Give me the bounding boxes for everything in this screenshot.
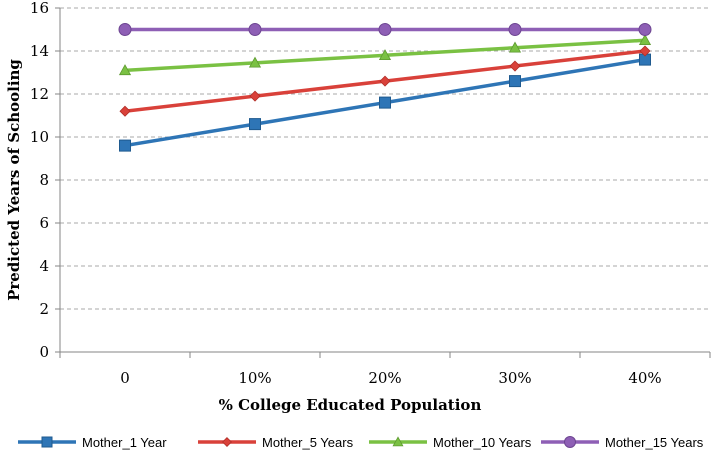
x-axis-title: % College Educated Population xyxy=(219,396,482,414)
data-point-3 xyxy=(378,49,392,61)
x-tick-label: 30% xyxy=(498,369,531,387)
data-point-2 xyxy=(509,60,521,72)
data-point-4 xyxy=(638,23,652,36)
x-tick-label: 10% xyxy=(238,369,271,387)
data-point-2 xyxy=(379,75,391,87)
legend-swatch-marker xyxy=(222,437,232,447)
legend-item-2: Mother_5 Years xyxy=(198,435,354,450)
legend-label: Mother_15 Years xyxy=(605,435,704,450)
x-tick-label: 0 xyxy=(120,369,130,387)
legend: Mother_1 Year Mother_5 Years Mother_10 Yea… xyxy=(18,435,704,450)
legend-swatch-marker xyxy=(41,436,53,448)
legend-label: Mother_10 Years xyxy=(433,435,532,450)
data-point-3 xyxy=(118,64,132,76)
data-point-3 xyxy=(638,34,652,45)
y-tick-label: 16 xyxy=(30,0,49,17)
data-point-1 xyxy=(379,96,391,109)
legend-item-1: Mother_1 Year xyxy=(18,435,167,450)
legend-swatch-marker xyxy=(564,436,576,448)
y-tick-label: 0 xyxy=(39,343,49,361)
data-point-3 xyxy=(508,41,522,53)
y-tick-labels: 0 2 4 6 8 10 12 14 16 xyxy=(30,0,49,361)
y-tick-label: 14 xyxy=(30,42,49,60)
legend-label: Mother_1 Year xyxy=(82,435,167,450)
legend-item-4: Mother_15 Years xyxy=(541,435,704,450)
series-lines xyxy=(124,27,646,148)
x-tick-labels: 0 10% 20% 30% 40% xyxy=(120,369,661,387)
legend-item-3: Mother_10 Years xyxy=(369,435,532,450)
y-tick-label: 8 xyxy=(39,171,49,189)
data-point-4 xyxy=(378,23,392,36)
data-point-1 xyxy=(509,75,521,88)
data-point-2 xyxy=(249,90,261,102)
data-point-4 xyxy=(248,23,262,36)
axes xyxy=(55,7,711,358)
y-tick-label: 6 xyxy=(39,214,49,232)
data-point-4 xyxy=(508,23,522,36)
y-axis-title: Predicted Years of Schooling xyxy=(5,59,23,301)
y-tick-label: 2 xyxy=(39,300,49,318)
data-point-2 xyxy=(639,45,651,57)
data-point-3 xyxy=(248,56,262,68)
data-point-4 xyxy=(118,23,132,36)
data-point-1 xyxy=(119,139,131,152)
data-point-2 xyxy=(119,105,131,117)
x-tick-label: 20% xyxy=(368,369,401,387)
y-tick-label: 4 xyxy=(39,257,49,275)
x-tick-label: 40% xyxy=(628,369,661,387)
data-point-1 xyxy=(249,118,261,131)
legend-swatch-marker xyxy=(392,436,404,447)
y-tick-label: 12 xyxy=(30,85,49,103)
y-tick-label: 10 xyxy=(30,128,49,146)
legend-label: Mother_5 Years xyxy=(262,435,354,450)
series-markers xyxy=(118,23,652,152)
